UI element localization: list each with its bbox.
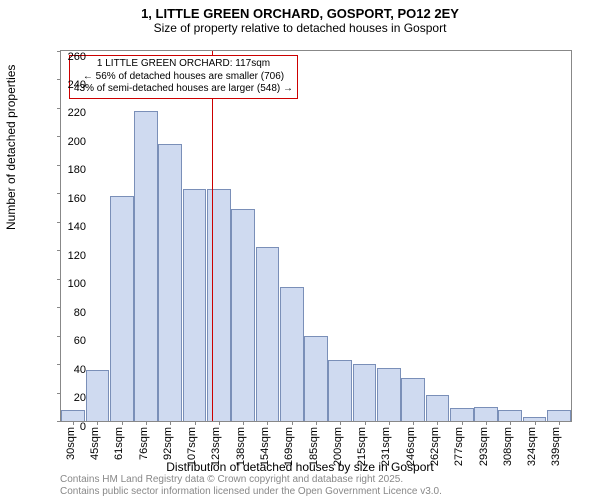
- chart-subtitle: Size of property relative to detached ho…: [0, 21, 600, 39]
- plot-area: 30sqm45sqm61sqm76sqm92sqm107sqm123sqm138…: [60, 50, 572, 422]
- histogram-bar: [353, 364, 377, 421]
- histogram-bar: [450, 408, 474, 421]
- histogram-bar: [207, 189, 231, 421]
- histogram-bar: [110, 196, 134, 421]
- x-axis-label: Distribution of detached houses by size …: [0, 460, 600, 474]
- chart-container: 1, LITTLE GREEN ORCHARD, GOSPORT, PO12 2…: [0, 0, 600, 500]
- x-tick-label: 76sqm: [138, 427, 150, 460]
- y-tick-label: 260: [68, 51, 86, 63]
- footer-line: Contains HM Land Registry data © Crown c…: [60, 474, 442, 486]
- histogram-bar: [280, 287, 304, 421]
- x-tick-label: 92sqm: [162, 427, 174, 460]
- y-tick-label: 40: [74, 364, 86, 376]
- histogram-bar: [547, 410, 571, 421]
- histogram-bar: [134, 111, 158, 421]
- y-tick-label: 200: [68, 136, 86, 148]
- histogram-bar: [426, 395, 450, 421]
- histogram-bar: [61, 410, 85, 421]
- footer-line: Contains public sector information licen…: [60, 486, 442, 498]
- reference-line: [212, 51, 213, 421]
- histogram-bar: [474, 407, 498, 421]
- histogram-bar: [231, 209, 255, 421]
- y-tick-label: 0: [80, 421, 86, 433]
- x-tick-label: 45sqm: [89, 427, 101, 460]
- y-tick-label: 180: [68, 164, 86, 176]
- y-tick-label: 160: [68, 193, 86, 205]
- y-tick-label: 120: [68, 250, 86, 262]
- y-tick-label: 140: [68, 221, 86, 233]
- y-tick-label: 220: [68, 107, 86, 119]
- y-tick-label: 100: [68, 278, 86, 290]
- histogram-bar: [158, 144, 182, 422]
- annotation-box: 1 LITTLE GREEN ORCHARD: 117sqm← 56% of d…: [69, 55, 298, 99]
- histogram-bar: [183, 189, 207, 421]
- y-tick-label: 60: [74, 335, 86, 347]
- histogram-bar: [256, 247, 280, 421]
- chart-title: 1, LITTLE GREEN ORCHARD, GOSPORT, PO12 2…: [0, 0, 600, 21]
- annotation-line: 43% of semi-detached houses are larger (…: [74, 83, 293, 96]
- x-tick-label: 61sqm: [113, 427, 125, 460]
- histogram-bar: [498, 410, 522, 421]
- annotation-line: 1 LITTLE GREEN ORCHARD: 117sqm: [74, 58, 293, 71]
- x-tick-label: 30sqm: [65, 427, 77, 460]
- y-axis-label: Number of detached properties: [4, 65, 18, 230]
- histogram-bar: [328, 360, 352, 421]
- annotation-line: ← 56% of detached houses are smaller (70…: [74, 71, 293, 84]
- y-tick-label: 80: [74, 307, 86, 319]
- histogram-bar: [86, 370, 110, 421]
- y-tick-label: 20: [74, 392, 86, 404]
- attribution-footer: Contains HM Land Registry data © Crown c…: [60, 474, 442, 498]
- histogram-bar: [401, 378, 425, 421]
- histogram-bar: [377, 368, 401, 421]
- histogram-bar: [304, 336, 328, 421]
- y-tick-label: 240: [68, 79, 86, 91]
